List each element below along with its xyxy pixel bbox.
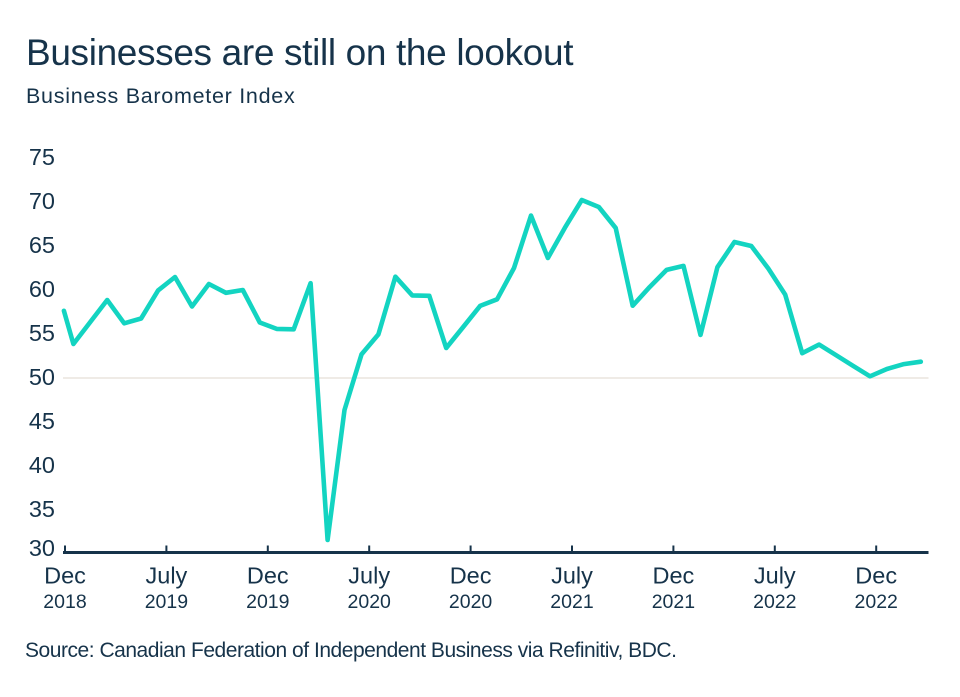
svg-text:Dec: Dec [44,563,86,589]
svg-text:65: 65 [29,232,55,258]
svg-text:55: 55 [29,320,55,346]
svg-text:2021: 2021 [550,591,593,613]
svg-text:2018: 2018 [43,591,86,613]
svg-text:July: July [146,563,188,589]
svg-text:2022: 2022 [855,591,898,613]
svg-text:75: 75 [29,144,55,170]
svg-text:Dec: Dec [855,563,897,589]
svg-text:Dec: Dec [653,563,695,589]
svg-text:70: 70 [29,188,55,214]
svg-text:2020: 2020 [449,591,493,613]
svg-text:July: July [551,563,593,589]
svg-text:45: 45 [29,408,55,434]
svg-text:July: July [754,563,796,589]
svg-text:60: 60 [29,276,55,302]
svg-text:30: 30 [29,535,55,561]
svg-text:50: 50 [29,364,55,390]
svg-text:2021: 2021 [652,591,695,613]
svg-text:2019: 2019 [246,591,289,613]
svg-text:2022: 2022 [753,591,796,613]
svg-text:Dec: Dec [247,563,289,589]
svg-text:2019: 2019 [145,591,188,613]
svg-text:2020: 2020 [348,591,392,613]
svg-text:July: July [348,563,390,589]
svg-text:40: 40 [29,452,55,478]
svg-text:Dec: Dec [450,563,492,589]
svg-text:35: 35 [29,496,55,522]
